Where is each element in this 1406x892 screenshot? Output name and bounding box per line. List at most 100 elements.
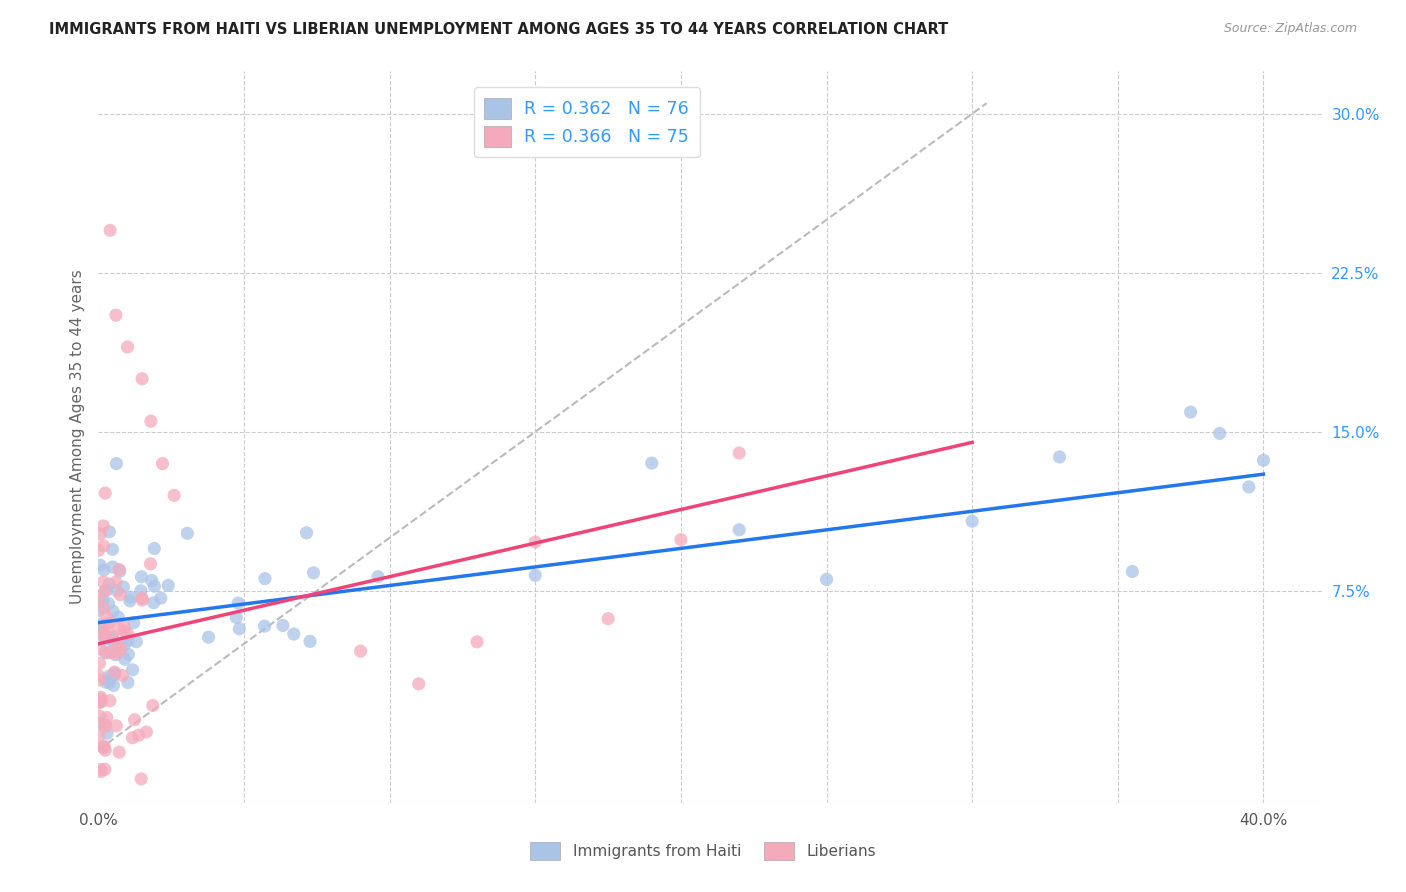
Point: [107, 610, 129, 624]
Point: [87, 695, 110, 709]
Point: [94, 762, 117, 776]
Point: [105, 583, 128, 598]
Point: [408, 677, 430, 691]
Point: [111, 668, 134, 682]
Point: [108, 564, 131, 578]
Point: [114, 652, 136, 666]
Point: [228, 622, 250, 636]
Point: [98, 524, 121, 539]
Point: [96, 582, 118, 597]
Point: [98, 676, 121, 690]
Point: [110, 642, 132, 657]
Point: [124, 713, 146, 727]
Point: [149, 591, 172, 606]
Point: [104, 666, 127, 681]
Point: [302, 566, 325, 580]
Point: [93, 574, 115, 589]
Point: [91, 592, 114, 607]
Point: [117, 627, 139, 641]
Point: [89, 558, 111, 573]
Point: [103, 678, 125, 692]
Point: [89, 673, 111, 687]
Point: [104, 574, 127, 589]
Y-axis label: Unemployment Among Ages 35 to 44 years: Unemployment Among Ages 35 to 44 years: [69, 269, 84, 605]
Point: [87, 696, 110, 710]
Point: [121, 663, 143, 677]
Point: [94, 675, 117, 690]
Point: [641, 456, 664, 470]
Point: [596, 612, 619, 626]
Point: [87, 730, 110, 744]
Point: [1121, 565, 1143, 579]
Point: [131, 591, 153, 606]
Point: [90, 621, 112, 635]
Point: [104, 308, 127, 322]
Point: [295, 525, 318, 540]
Point: [107, 622, 129, 636]
Point: [87, 590, 110, 604]
Point: [107, 638, 129, 652]
Point: [93, 584, 115, 599]
Point: [105, 457, 128, 471]
Point: [101, 630, 124, 644]
Point: [1180, 405, 1202, 419]
Point: [89, 642, 111, 657]
Point: [465, 635, 488, 649]
Point: [112, 580, 135, 594]
Legend: Immigrants from Haiti, Liberians: Immigrants from Haiti, Liberians: [523, 836, 883, 866]
Point: [93, 628, 115, 642]
Point: [118, 594, 141, 608]
Point: [157, 578, 180, 592]
Point: [117, 633, 139, 648]
Point: [367, 570, 389, 584]
Point: [96, 618, 118, 632]
Point: [89, 617, 111, 632]
Point: [1253, 453, 1275, 467]
Point: [117, 648, 139, 662]
Point: [122, 615, 145, 630]
Point: [108, 745, 131, 759]
Point: [94, 486, 117, 500]
Point: [104, 648, 127, 662]
Point: [176, 526, 198, 541]
Point: [91, 600, 114, 615]
Point: [87, 668, 110, 682]
Point: [815, 573, 838, 587]
Point: [131, 570, 153, 584]
Point: [87, 543, 110, 558]
Point: [94, 645, 117, 659]
Point: [142, 596, 165, 610]
Point: [100, 671, 122, 685]
Point: [90, 764, 112, 779]
Point: [94, 646, 117, 660]
Point: [101, 629, 124, 643]
Point: [87, 604, 110, 618]
Point: [1208, 426, 1232, 441]
Point: [131, 372, 153, 386]
Point: [349, 644, 371, 658]
Point: [117, 675, 139, 690]
Point: [112, 620, 135, 634]
Point: [93, 563, 115, 577]
Point: [125, 634, 148, 648]
Point: [283, 627, 305, 641]
Point: [89, 709, 111, 723]
Point: [105, 719, 128, 733]
Point: [98, 694, 121, 708]
Point: [98, 669, 121, 683]
Point: [120, 591, 142, 605]
Point: [139, 557, 162, 571]
Point: [90, 763, 112, 777]
Point: [93, 739, 115, 753]
Point: [93, 625, 115, 640]
Point: [93, 632, 115, 647]
Point: [90, 695, 112, 709]
Point: [117, 340, 139, 354]
Point: [197, 630, 219, 644]
Point: [108, 562, 131, 576]
Point: [141, 574, 163, 588]
Point: [112, 638, 135, 652]
Point: [89, 716, 111, 731]
Point: [93, 740, 115, 755]
Point: [129, 583, 152, 598]
